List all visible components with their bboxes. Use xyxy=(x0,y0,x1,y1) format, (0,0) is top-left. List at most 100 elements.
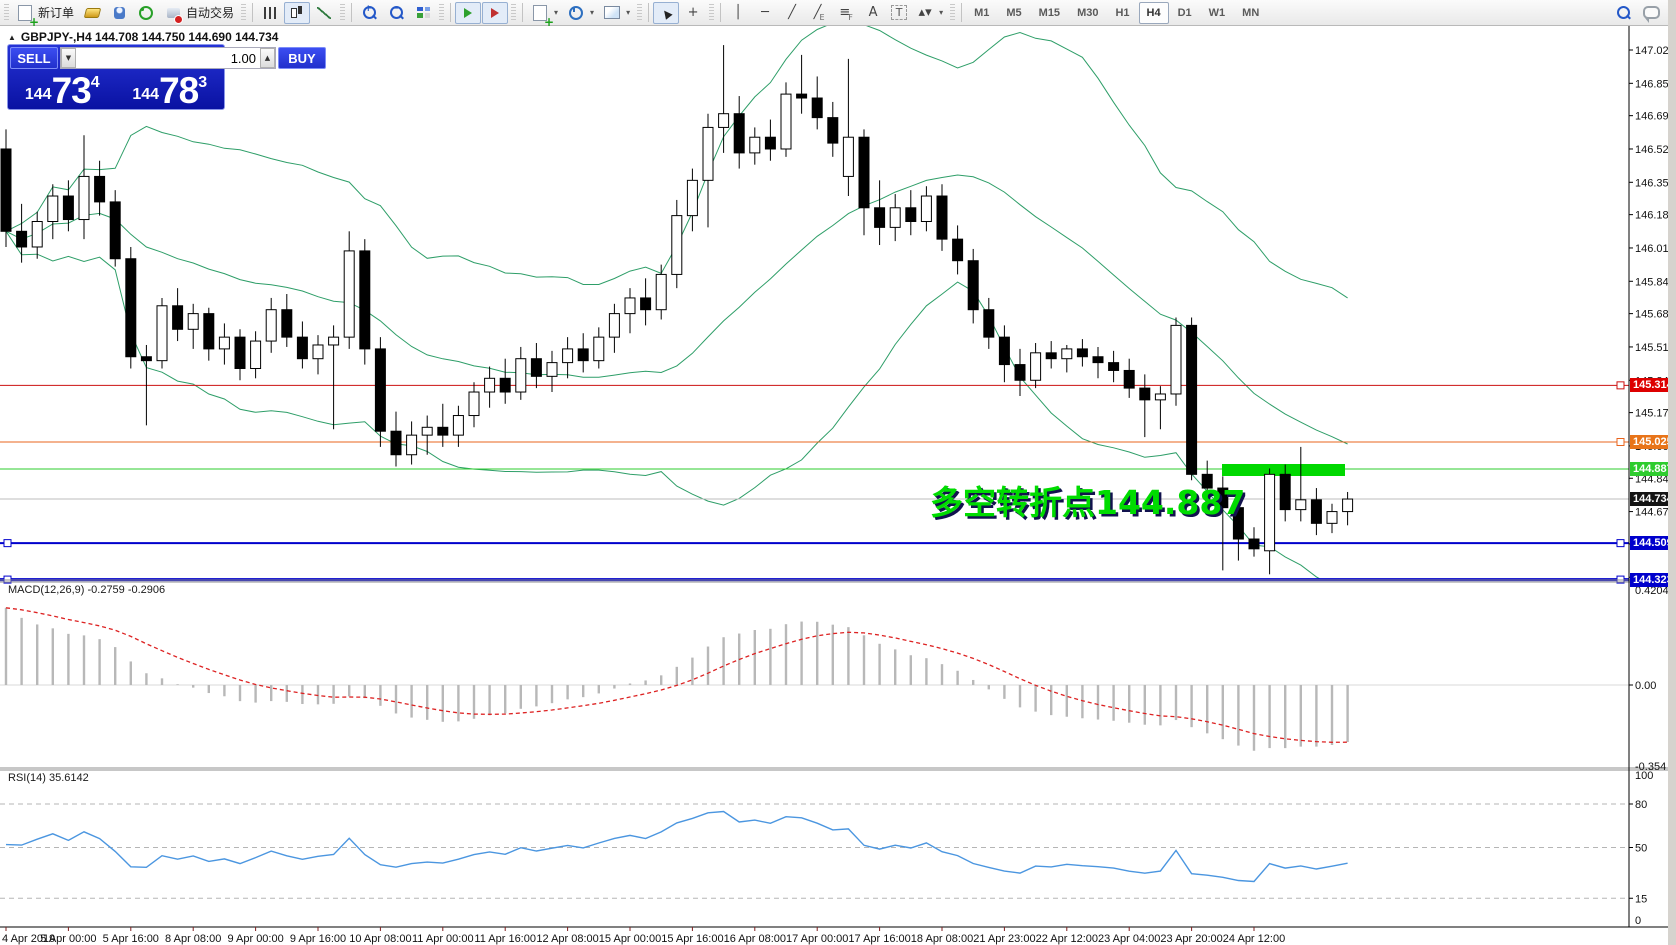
svg-text:145.510: 145.510 xyxy=(1635,342,1675,354)
svg-text:145.680: 145.680 xyxy=(1635,309,1675,321)
candle xyxy=(343,250,355,338)
indicators-button[interactable]: ▾ xyxy=(527,2,562,24)
signal-icon[interactable] xyxy=(133,2,159,24)
chart-shift-button[interactable] xyxy=(455,1,482,24)
macd-label: MACD(12,26,9) -0.2759 -0.2906 xyxy=(8,584,166,596)
volume-increase-button[interactable]: ▲ xyxy=(260,48,275,68)
toolbar-grip[interactable] xyxy=(340,3,346,22)
candle xyxy=(94,175,106,203)
candle xyxy=(406,434,418,456)
tf-button-d1[interactable]: D1 xyxy=(1177,6,1192,19)
line-handle xyxy=(1616,539,1625,548)
candle xyxy=(374,348,386,432)
toolbar-separator xyxy=(522,3,524,22)
zoom-out-button[interactable]: − xyxy=(383,2,409,24)
buy-price-figure: 144 xyxy=(132,86,160,103)
fibonacci-button[interactable]: ≡ F xyxy=(833,2,859,24)
candle xyxy=(1108,362,1120,371)
chat-icon[interactable] xyxy=(1642,4,1660,22)
zoom-in-button[interactable]: + xyxy=(356,2,382,24)
candle xyxy=(140,356,152,362)
svg-text:145.175: 145.175 xyxy=(1635,408,1675,420)
new-order-button[interactable]: 新订单 xyxy=(12,2,78,24)
toolbar-grip[interactable] xyxy=(709,3,715,22)
buy-price-pips: 78 xyxy=(159,69,199,111)
candle xyxy=(749,136,761,154)
tf-button-w1[interactable]: W1 xyxy=(1208,6,1226,19)
volume-decrease-button[interactable]: ▼ xyxy=(61,48,76,68)
annotation-text[interactable]: 多空转折点144.887 xyxy=(930,483,1246,522)
line-chart-button[interactable] xyxy=(311,2,337,24)
tf-button-mn[interactable]: MN xyxy=(1242,6,1260,19)
templates-button[interactable]: ▾ xyxy=(599,2,634,24)
candle xyxy=(452,415,464,436)
periods-button[interactable]: ▾ xyxy=(563,2,598,24)
candle xyxy=(780,93,792,150)
candle xyxy=(1092,356,1104,364)
candlestick-chart-button[interactable] xyxy=(284,1,311,24)
text-label-icon: T xyxy=(891,5,908,20)
candle xyxy=(250,340,262,369)
svg-text:146.855: 146.855 xyxy=(1635,78,1675,90)
tf-button-h1[interactable]: H1 xyxy=(1115,6,1130,19)
chart-area[interactable]: 147.025 146.855 146.690 146.520 146.350 146.1… xyxy=(0,26,1676,945)
toolbar-grip[interactable] xyxy=(241,3,247,22)
auto-scroll-icon xyxy=(486,4,504,22)
cursor-button[interactable]: ▲ xyxy=(653,1,680,24)
text-label-button[interactable]: T xyxy=(887,2,911,24)
svg-text:145.845: 145.845 xyxy=(1635,276,1675,288)
tf-button-m30[interactable]: M30 xyxy=(1077,6,1099,19)
sell-price-figure: 144 xyxy=(24,86,52,103)
toolbar-grip[interactable] xyxy=(439,3,445,22)
candle xyxy=(1326,511,1338,524)
trendline-button[interactable]: ╱ xyxy=(779,2,805,24)
svg-text:9 Apr 00:00: 9 Apr 00:00 xyxy=(227,933,283,945)
candle xyxy=(905,207,917,222)
arrows-icon: ▴▾ xyxy=(918,5,932,20)
sell-price-point: 4 xyxy=(90,74,100,91)
candle xyxy=(718,113,730,128)
new-order-icon xyxy=(16,4,34,22)
volume-input[interactable] xyxy=(76,48,260,68)
profile-icon[interactable] xyxy=(106,2,132,24)
text-button[interactable]: A xyxy=(860,2,886,24)
chart-canvas[interactable]: 147.025 146.855 146.690 146.520 146.350 146.1… xyxy=(0,26,1676,945)
tf-button-h4[interactable]: H4 xyxy=(1138,1,1169,24)
candle xyxy=(78,175,90,221)
buy-price[interactable]: 144 78 3 xyxy=(118,69,223,111)
toolbar-grip[interactable] xyxy=(637,3,643,22)
svg-text:17 Apr 16:00: 17 Apr 16:00 xyxy=(848,933,910,945)
tile-windows-button[interactable] xyxy=(410,2,436,24)
tf-button-m1[interactable]: M1 xyxy=(974,6,990,19)
sell-price[interactable]: 144 73 4 xyxy=(10,70,115,109)
crosshair-button[interactable]: + xyxy=(680,2,706,24)
svg-text:146.690: 146.690 xyxy=(1635,111,1675,123)
toolbar: 新订单自动交易+−▾▾▾▲+│─╱╱E≡FAT▴▾▾M1M5M15M30H1H4… xyxy=(0,0,1676,26)
toolbar-grip[interactable] xyxy=(511,3,517,22)
collapse-arrow-icon[interactable]: ▲ xyxy=(8,32,16,42)
bar-chart-button[interactable] xyxy=(257,2,283,24)
channel-button[interactable]: ╱ E xyxy=(806,2,832,24)
highlight-rectangle[interactable] xyxy=(1222,464,1345,476)
indicators-icon xyxy=(531,4,549,22)
search-icon[interactable] xyxy=(1614,4,1632,22)
sell-button[interactable]: SELL xyxy=(10,47,58,69)
tf-button-m5[interactable]: M5 xyxy=(1006,6,1022,19)
svg-text:0.4204: 0.4204 xyxy=(1635,585,1669,597)
price-tag-145.025: 145.025 xyxy=(1630,435,1676,449)
tf-button-m15[interactable]: M15 xyxy=(1038,6,1061,19)
horizontal-line-button[interactable]: ─ xyxy=(752,2,778,24)
auto-scroll-button[interactable] xyxy=(482,1,509,24)
candle xyxy=(296,336,308,360)
rsi-line xyxy=(5,810,1348,883)
arrows-button[interactable]: ▴▾ ▾ xyxy=(912,2,947,24)
svg-text:147.025: 147.025 xyxy=(1635,45,1675,57)
toolbar-grip[interactable] xyxy=(4,3,9,22)
autotrading-button[interactable]: 自动交易 xyxy=(160,2,238,24)
toolbar-grip[interactable] xyxy=(950,3,956,22)
vertical-line-button[interactable]: │ xyxy=(725,2,751,24)
buy-button[interactable]: BUY xyxy=(278,47,326,69)
candle xyxy=(920,195,932,223)
gold-icon[interactable] xyxy=(79,2,105,24)
